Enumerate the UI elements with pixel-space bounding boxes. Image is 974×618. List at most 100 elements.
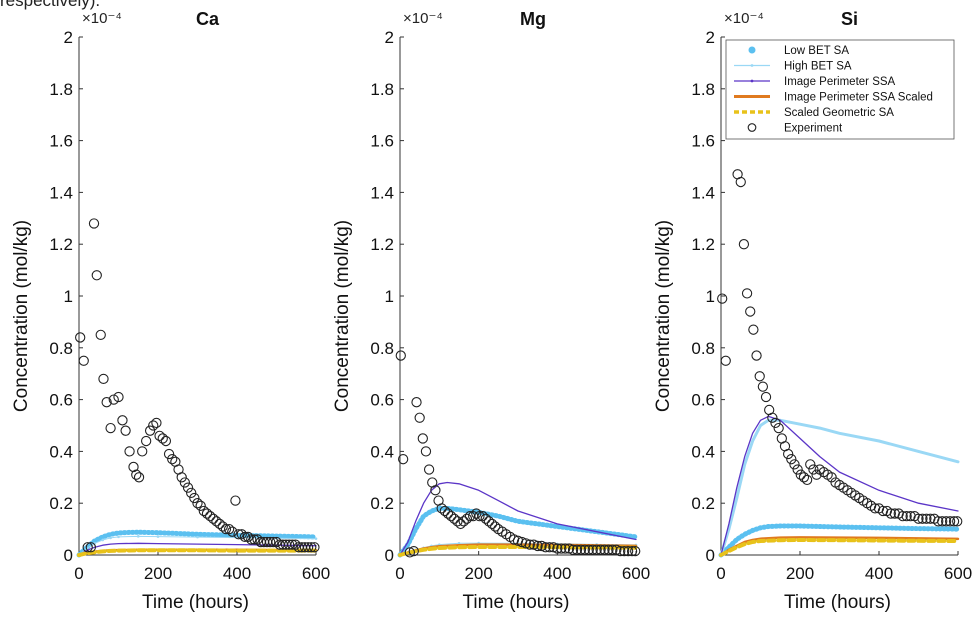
data-point — [105, 422, 116, 434]
y-tick-label: 0.4 — [49, 442, 73, 461]
chart-title: Ca — [196, 9, 220, 29]
data-point — [579, 544, 591, 555]
series-scaled-geometric-sa — [719, 538, 960, 557]
series-line — [719, 418, 960, 557]
data-point — [789, 459, 800, 470]
data-point — [474, 511, 485, 522]
data-point — [151, 417, 162, 429]
exponent-label: ×10⁻⁴ — [82, 10, 122, 27]
data-point — [309, 542, 320, 553]
y-tick-label: 1 — [64, 287, 73, 306]
data-point — [532, 540, 543, 552]
data-point — [156, 535, 160, 538]
data-point — [461, 513, 473, 524]
legend-label: Experiment — [784, 123, 843, 135]
data-point — [133, 472, 145, 483]
legend-label: Low BET SA — [784, 45, 849, 57]
x-tick-label: 0 — [716, 564, 725, 583]
data-point — [811, 469, 822, 480]
data-point — [167, 454, 178, 465]
data-point — [575, 544, 587, 555]
x-tick-label: 400 — [865, 564, 893, 583]
data-point — [442, 508, 454, 519]
data-point — [204, 511, 216, 522]
data-point — [101, 538, 104, 542]
data-point — [622, 545, 634, 557]
y-tick-label: 2 — [64, 28, 73, 47]
data-point — [223, 523, 235, 535]
data-point — [214, 518, 225, 530]
series-experiment — [75, 218, 320, 553]
data-point — [154, 430, 165, 442]
legend-label: Image Perimeter SSA — [784, 76, 896, 88]
data-point — [414, 412, 425, 423]
y-axis-label: Concentration (mol/kg) — [653, 220, 674, 412]
series-line — [718, 523, 961, 558]
data-point — [619, 545, 630, 557]
data-point — [95, 329, 106, 340]
y-tick-label: 1.4 — [691, 183, 715, 202]
data-point — [607, 544, 618, 555]
data-point — [901, 511, 912, 522]
data-point — [905, 511, 916, 522]
data-point — [302, 542, 314, 553]
data-point — [583, 544, 594, 555]
data-point — [423, 464, 435, 475]
data-point — [751, 439, 754, 443]
series-line — [76, 529, 319, 558]
y-tick-label: 2 — [706, 28, 715, 47]
y-tick-label: 1.4 — [49, 183, 73, 202]
data-point — [743, 463, 746, 466]
data-point — [430, 485, 441, 496]
data-point — [417, 433, 428, 444]
data-point — [182, 482, 194, 493]
series-line — [397, 505, 639, 558]
data-point — [795, 469, 806, 480]
chart-panel-mg: 0 0.2 0.4 0.6 0.8 1 1.2 1.4 1.6 1.8 2 0 200 400 600 ×10… — [332, 9, 650, 613]
data-point — [452, 516, 463, 527]
data-point — [211, 516, 222, 527]
x-axis-label: Time (hours) — [463, 592, 570, 613]
data-point — [196, 535, 199, 539]
data-point — [265, 536, 276, 548]
data-point — [956, 460, 960, 464]
y-tick-label: 1.6 — [691, 132, 715, 151]
data-point — [877, 439, 881, 443]
data-point — [818, 426, 822, 430]
y-tick-label: 0.4 — [691, 442, 715, 461]
data-point — [735, 176, 746, 188]
y-tick-label: 1 — [385, 287, 394, 306]
data-point — [217, 521, 228, 532]
data-point — [88, 218, 100, 229]
data-point — [163, 448, 175, 460]
data-point — [783, 448, 794, 460]
data-point — [757, 381, 769, 392]
top-caption: respectively). — [0, 0, 101, 10]
data-point — [458, 516, 469, 527]
data-point — [101, 397, 112, 408]
data-point — [770, 417, 781, 429]
data-point — [792, 464, 803, 475]
x-tick-label: 200 — [786, 564, 814, 583]
data-point — [801, 474, 813, 486]
data-point — [268, 536, 279, 548]
y-axis-label: Concentration (mol/kg) — [11, 220, 32, 412]
data-point — [208, 513, 219, 524]
data-point — [540, 542, 551, 553]
data-point — [109, 536, 112, 540]
legend-swatch-marker — [750, 79, 754, 83]
data-point — [195, 500, 206, 511]
series-low-bet-sa — [718, 523, 961, 558]
y-tick-label: 0 — [385, 546, 394, 565]
data-point — [137, 446, 148, 457]
data-point — [941, 516, 952, 527]
data-point — [480, 513, 491, 524]
exponent-label: ×10⁻⁴ — [724, 10, 764, 27]
data-point — [615, 545, 626, 557]
x-axis-label: Time (hours) — [142, 592, 249, 613]
x-tick-label: 600 — [302, 564, 330, 583]
series-experiment — [395, 350, 641, 558]
data-point — [220, 523, 232, 535]
data-point — [717, 293, 728, 304]
x-tick-label: 0 — [74, 564, 83, 583]
